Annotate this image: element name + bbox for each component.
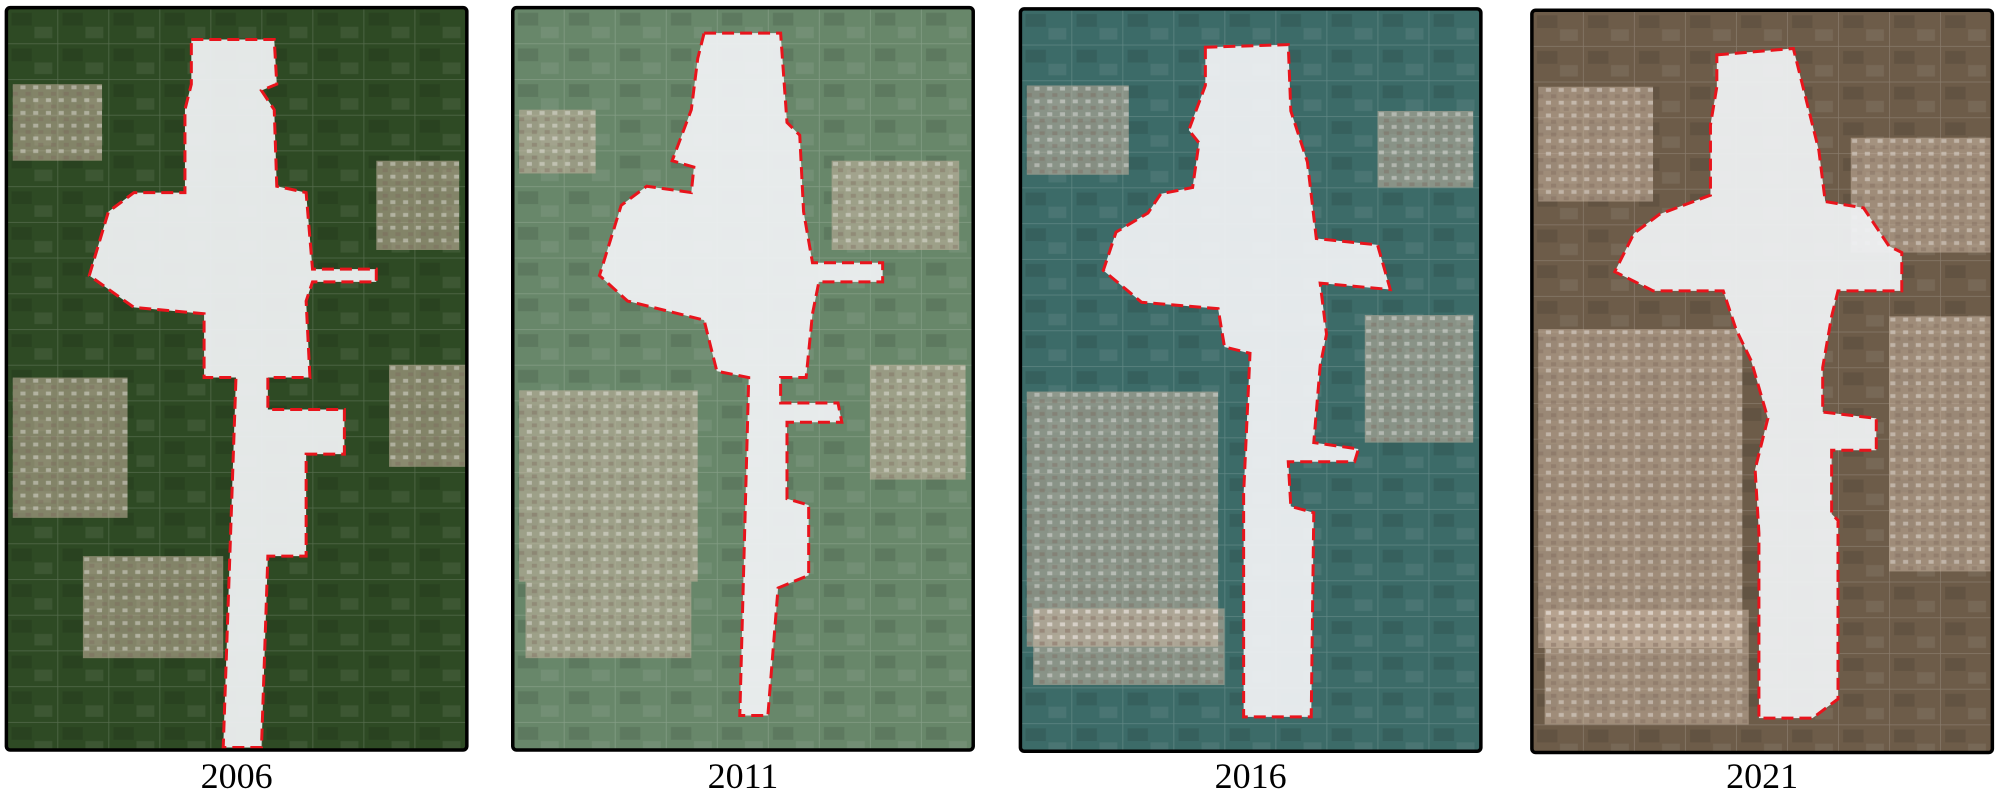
village	[12, 84, 103, 161]
panel-label: 2016	[1215, 756, 1287, 794]
village	[12, 377, 128, 518]
village	[82, 556, 224, 659]
panel-border	[513, 8, 973, 750]
village	[389, 364, 466, 467]
village	[1538, 329, 1743, 648]
map-panel	[6, 8, 466, 750]
village	[869, 364, 966, 480]
panel-label: 2011	[708, 756, 779, 794]
village	[525, 581, 692, 659]
village	[1026, 391, 1219, 647]
built-up-area	[599, 33, 882, 715]
map-panel	[513, 8, 973, 750]
village	[1544, 609, 1749, 725]
village	[831, 160, 960, 250]
panel-label: 2021	[1726, 756, 1798, 794]
panel-border	[6, 8, 466, 750]
village	[1377, 110, 1474, 188]
village	[376, 160, 460, 250]
map-panel	[1532, 10, 1992, 752]
panel-border	[1532, 10, 1992, 752]
map-panel	[1020, 9, 1480, 751]
panel-border	[1020, 9, 1480, 751]
built-up-area	[1615, 48, 1902, 718]
village	[1033, 608, 1225, 685]
village	[1538, 86, 1654, 202]
built-up-area	[1103, 45, 1390, 717]
village	[519, 390, 698, 582]
panel-label: 2006	[201, 756, 273, 794]
village	[1364, 315, 1474, 443]
built-up-area	[89, 40, 376, 748]
village	[1889, 316, 1992, 572]
village	[1026, 85, 1129, 175]
village	[519, 109, 596, 174]
